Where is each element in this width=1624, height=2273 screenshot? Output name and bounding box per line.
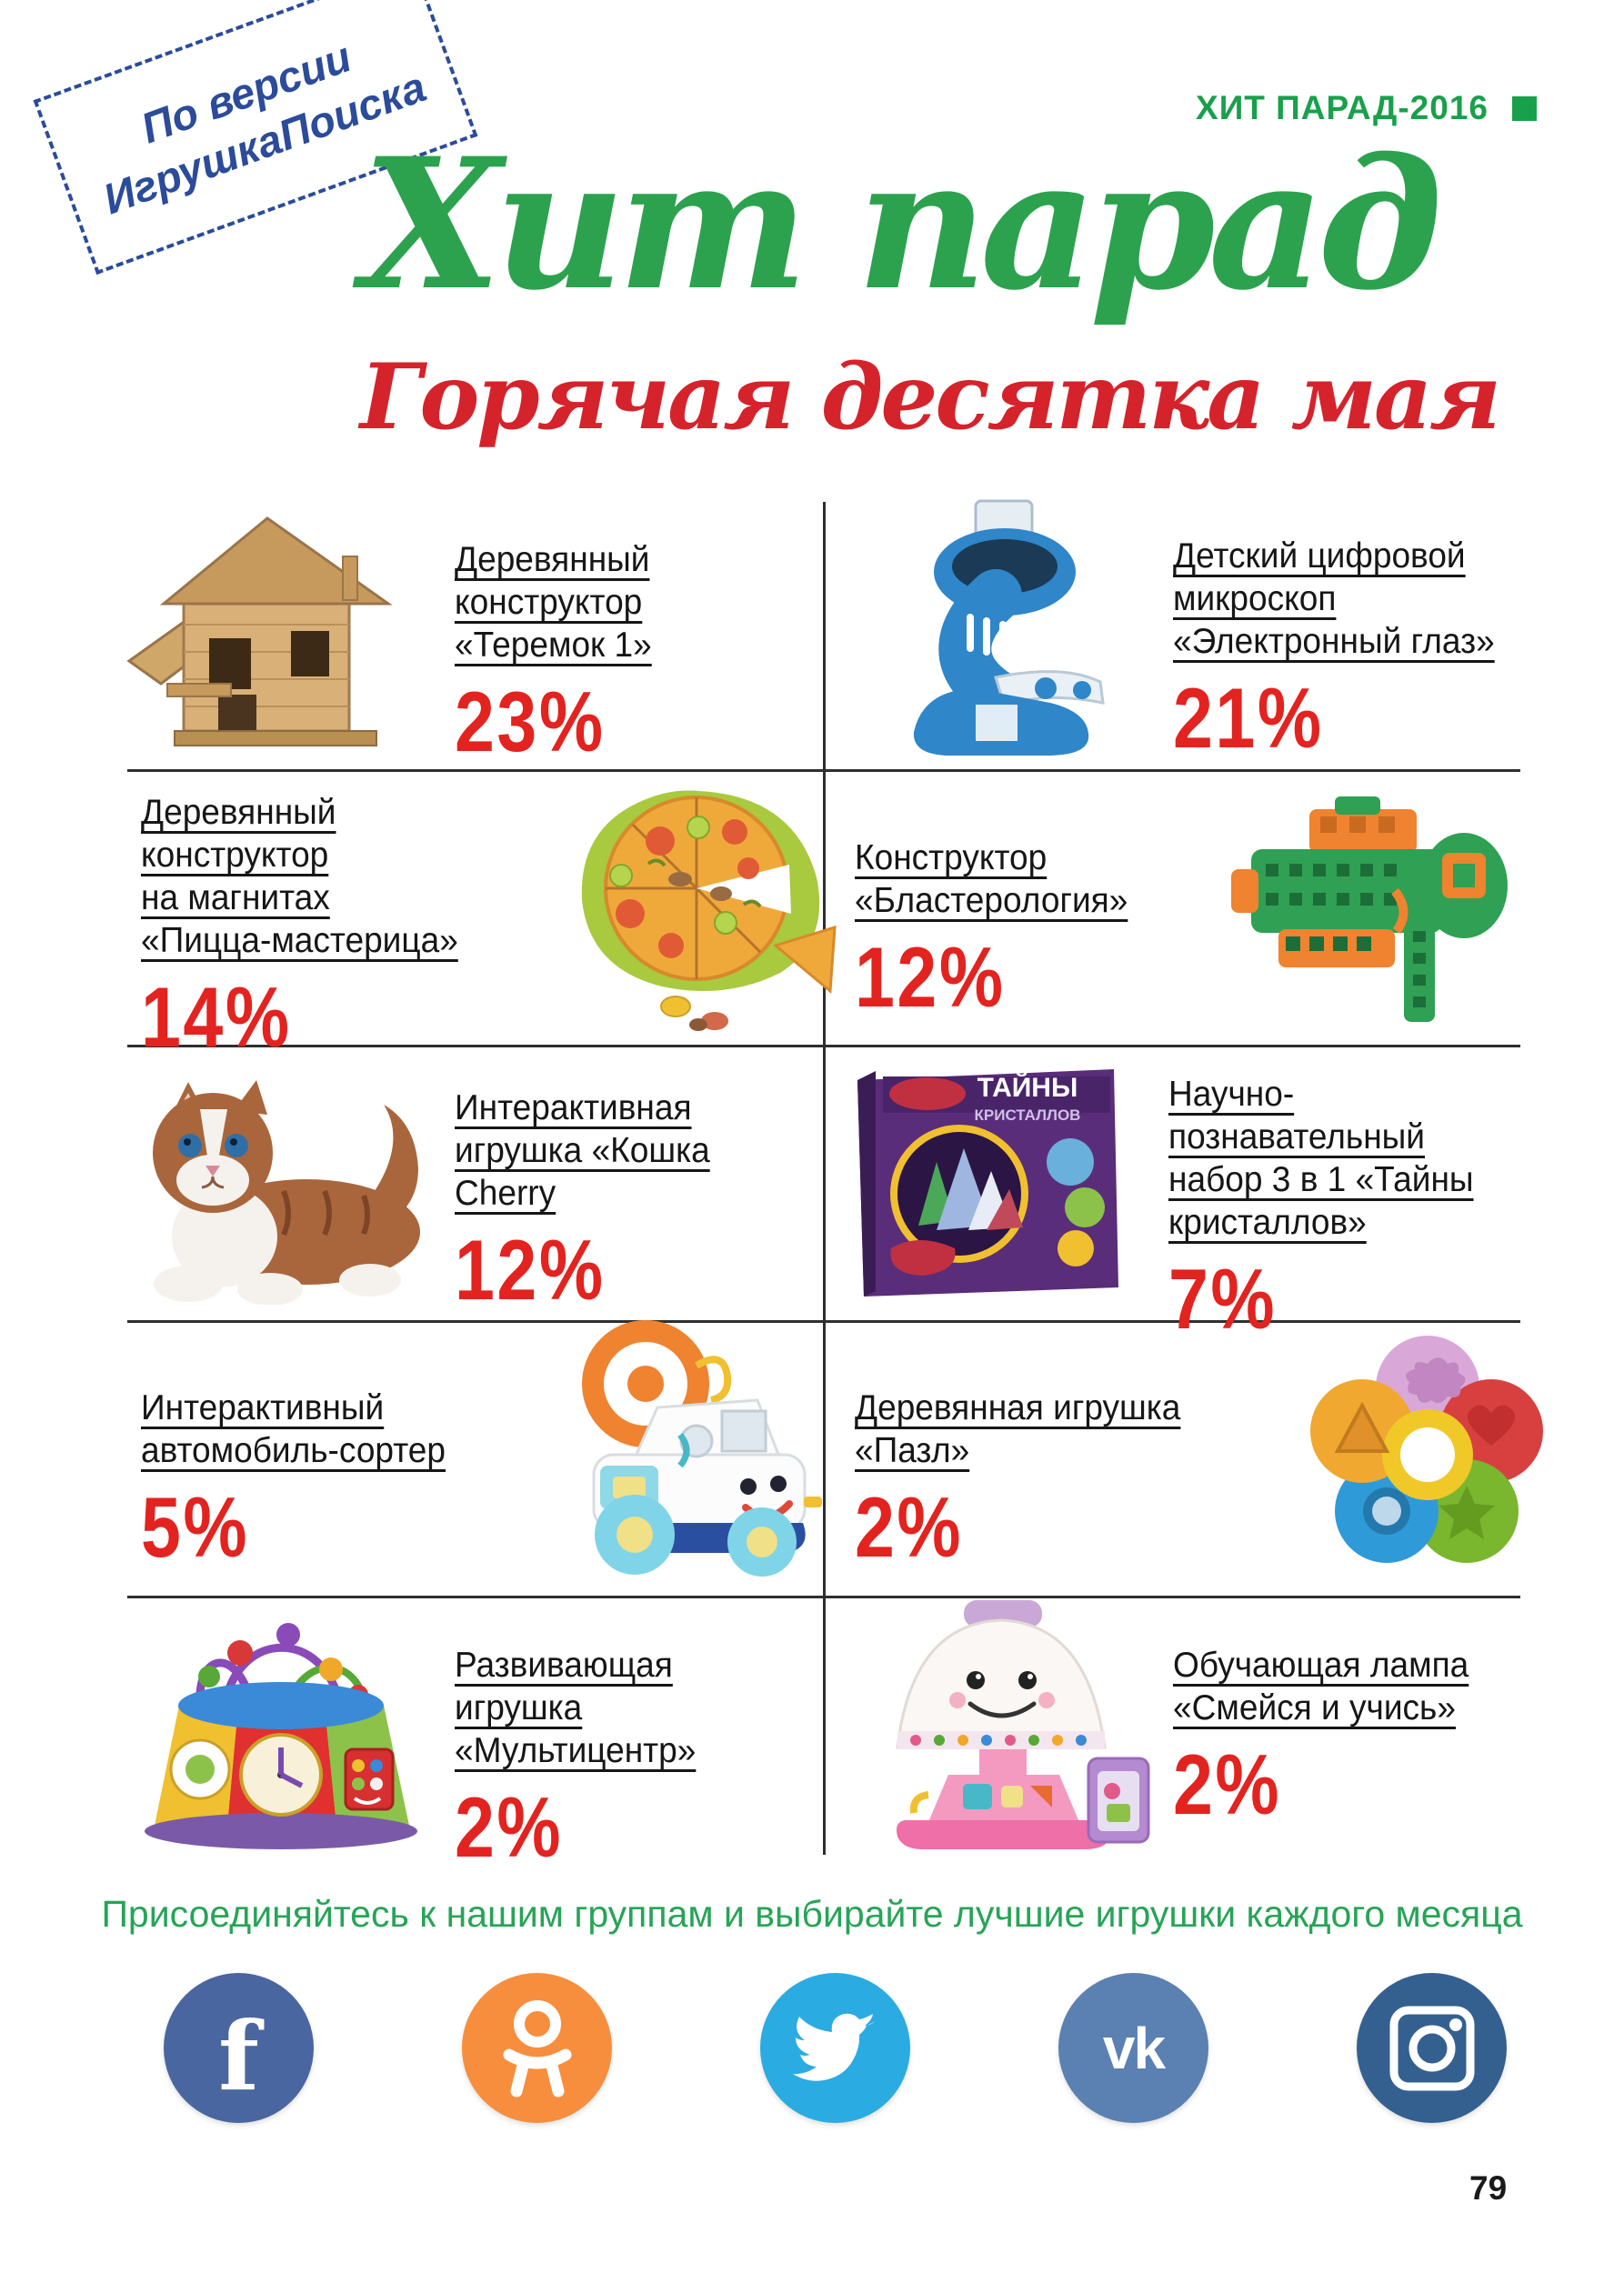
odnoklassniki-icon[interactable]: [462, 1973, 612, 2123]
join-groups-cta: Присоединяйтесь к нашим группам и выбира…: [101, 1893, 1523, 1935]
instagram-icon[interactable]: [1357, 1973, 1507, 2123]
toy-item-5: Интерактивная игрушка «Кошка Cherry 12%: [455, 1086, 837, 1313]
toy-item-10-title: Обучающая лампа «Смейся и учись»: [1173, 1646, 1469, 1727]
section-header-label: ХИТ ПАРАД-2016: [1196, 89, 1489, 126]
toy-item-8-percent: 2%: [855, 1479, 964, 1575]
grid-row-divider: [127, 769, 1520, 772]
toy-image-flower-puzzle: [1310, 1336, 1543, 1563]
toy-item-9: Развивающая игрушка «Мультицентр» 2%: [455, 1644, 855, 1870]
toy-item-6-title: Научно- познавательный набор 3 в 1 «Тайн…: [1168, 1075, 1474, 1242]
toy-item-9-percent: 2%: [455, 1779, 564, 1875]
toy-image-microscope: [913, 499, 1105, 756]
crystal-box-subtitle: КРИСТАЛЛОВ: [975, 1106, 1081, 1124]
toy-item-3-title: Деревянный конструктор на магнитах «Пицц…: [141, 793, 458, 960]
vk-glyph: vk: [1102, 2015, 1166, 2081]
twitter-glyph: [792, 2013, 876, 2081]
toy-image-blaster: [1231, 796, 1508, 1022]
toy-item-3: Деревянный конструктор на магнитах «Пицц…: [141, 791, 596, 1060]
vk-icon[interactable]: vk: [1058, 1973, 1208, 2123]
toy-image-crystal-kit: ТАЙНЫ КРИСТАЛЛОВ: [857, 1069, 1118, 1297]
section-header: ХИТ ПАРАД-2016: [1196, 89, 1537, 127]
toy-image-pizza: [581, 790, 837, 1031]
toy-item-10-percent: 2%: [1173, 1737, 1282, 1832]
grid-row-divider: [127, 1320, 1520, 1323]
toy-item-2: Детский цифровой микроскоп «Электронный …: [1173, 535, 1573, 761]
green-square-marker: [1512, 95, 1537, 121]
social-icons-row: f vk: [0, 1973, 1624, 2124]
toy-item-1-title: Деревянный конструктор «Теремок 1»: [455, 540, 652, 665]
toy-item-7-percent: 5%: [141, 1479, 250, 1575]
toy-item-8-title: Деревянная игрушка «Пазл»: [855, 1388, 1181, 1470]
toy-item-2-title: Детский цифровой микроскоп «Электронный …: [1173, 536, 1495, 661]
toy-item-5-percent: 12%: [455, 1222, 606, 1317]
grid-row-divider: [127, 1596, 1520, 1598]
toy-item-7-title: Интерактивный автомобиль-сортер: [141, 1388, 446, 1470]
toy-item-9-title: Развивающая игрушка «Мультицентр»: [455, 1646, 697, 1770]
toy-image-learning-lamp: [896, 1600, 1150, 1849]
grid-row-divider: [127, 1045, 1520, 1047]
page-title: Хит парад: [362, 118, 1443, 330]
toy-image-multicenter: [145, 1623, 417, 1849]
toy-item-3-percent: 14%: [141, 969, 292, 1065]
grid-vertical-divider: [823, 502, 826, 1855]
odnoklassniki-glyph: [503, 1999, 571, 2097]
toy-item-1: Деревянный конструктор «Теремок 1» 23%: [455, 538, 837, 765]
toy-item-5-title: Интерактивная игрушка «Кошка Cherry: [455, 1088, 710, 1213]
facebook-glyph: f: [218, 2000, 259, 2112]
toy-item-4-title: Конструктор «Бластерология»: [855, 838, 1128, 920]
toy-item-6-percent: 7%: [1168, 1251, 1278, 1347]
toy-item-1-percent: 23%: [455, 674, 606, 769]
toy-item-6: Научно- познавательный набор 3 в 1 «Тайн…: [1168, 1073, 1569, 1342]
facebook-icon[interactable]: f: [164, 1973, 314, 2123]
crystal-box-title: ТАЙНЫ: [977, 1072, 1078, 1103]
toy-item-8: Деревянная игрушка «Пазл» 2%: [855, 1387, 1291, 1570]
toy-item-10: Обучающая лампа «Смейся и учись» 2%: [1173, 1644, 1600, 1827]
page-number: 79: [1469, 2169, 1508, 2207]
toy-image-wooden-house: [126, 516, 393, 746]
toy-item-4: Конструктор «Бластерология» 12%: [855, 836, 1273, 1020]
toy-item-4-percent: 12%: [855, 929, 1006, 1025]
instagram-glyph: [1389, 2006, 1474, 2090]
toy-item-2-percent: 21%: [1173, 670, 1324, 766]
toy-item-7: Интерактивный автомобиль-сортер 5%: [141, 1387, 650, 1570]
toy-image-cat-plush: [153, 1080, 420, 1305]
twitter-icon[interactable]: [760, 1973, 910, 2123]
page-subtitle: Горячая десятка мая: [360, 345, 1501, 450]
toy-image-car-sorter: [582, 1320, 822, 1577]
